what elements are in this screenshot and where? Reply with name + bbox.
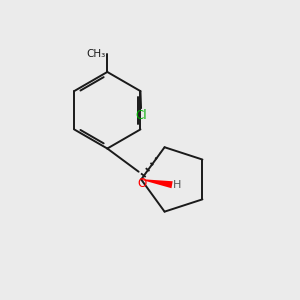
Text: O: O (138, 177, 147, 190)
Polygon shape (141, 179, 173, 188)
Text: Cl: Cl (135, 110, 147, 122)
Text: H: H (173, 180, 181, 190)
Text: CH₃: CH₃ (87, 49, 106, 59)
